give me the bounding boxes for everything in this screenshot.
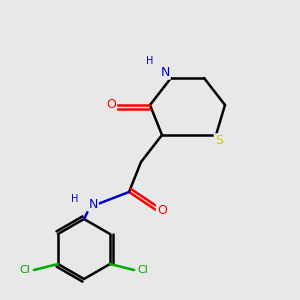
Text: Cl: Cl [137, 265, 148, 275]
Text: O: O [106, 98, 116, 112]
Text: H: H [146, 56, 154, 67]
Text: O: O [157, 203, 167, 217]
Text: N: N [88, 197, 98, 211]
Text: H: H [71, 194, 79, 205]
Text: Cl: Cl [20, 265, 31, 275]
Text: N: N [160, 65, 170, 79]
Text: S: S [215, 134, 223, 148]
